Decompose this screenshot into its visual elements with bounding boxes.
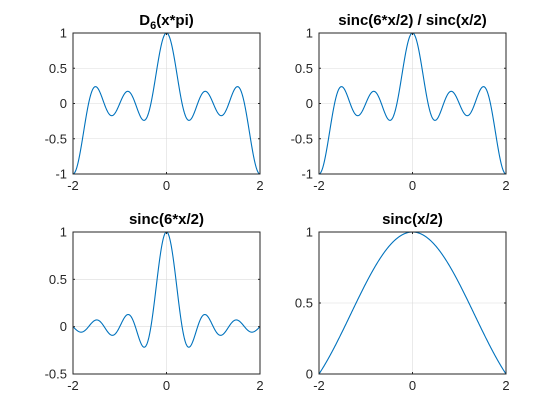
x-tick-label: -2 <box>67 378 79 393</box>
x-tick-label: -2 <box>313 178 325 193</box>
y-tick-label: -0.5 <box>291 131 313 146</box>
y-tick-label: -0.5 <box>45 367 67 382</box>
title-part: D <box>139 12 150 29</box>
y-tick-label: 1 <box>306 26 313 41</box>
x-tick-label: 0 <box>409 178 416 193</box>
x-tick-label: 2 <box>256 378 263 393</box>
y-tick-label: -0.5 <box>45 131 67 146</box>
chart-title: sinc(6*x/2) <box>129 211 204 228</box>
y-tick-label: 0 <box>306 367 313 382</box>
x-tick-label: -2 <box>67 178 79 193</box>
x-tick-label: 0 <box>163 378 170 393</box>
x-tick-label: -2 <box>313 378 325 393</box>
title-subscript: 6 <box>150 20 156 32</box>
chart-title: sinc(6*x/2) / sinc(x/2) <box>338 12 486 29</box>
subplot-3: -2 0 2 -0.5 0 0.5 1 sinc(6*x/2) <box>45 211 264 393</box>
subplot-1: -2 0 2 -1 -0.5 0 0.5 1 D6(x*pi) <box>45 12 264 193</box>
y-tick-label: 0 <box>60 96 67 111</box>
y-tick-label: -1 <box>55 167 67 182</box>
title-part: sinc(x/2) <box>382 211 443 228</box>
x-tick-label: 0 <box>409 378 416 393</box>
x-tick-label: 2 <box>502 378 509 393</box>
title-part: sinc(6*x/2) / sinc(x/2) <box>338 12 486 29</box>
y-tick-label: 1 <box>60 26 67 41</box>
y-tick-label: 1 <box>306 225 313 240</box>
y-tick-label: 0 <box>306 96 313 111</box>
y-tick-label: 0 <box>60 319 67 334</box>
y-tick-label: -1 <box>301 167 313 182</box>
y-tick-label: 0.5 <box>295 61 313 76</box>
chart-title: sinc(x/2) <box>382 211 443 228</box>
x-tick-label: 2 <box>256 178 263 193</box>
subplot-2: -2 0 2 -1 -0.5 0 0.5 1 sinc(6*x/2) / sinc(x/2) <box>291 12 510 193</box>
title-part: sinc(6*x/2) <box>129 211 204 228</box>
y-tick-label: 1 <box>60 225 67 240</box>
y-tick-label: 0.5 <box>49 61 67 76</box>
x-tick-label: 0 <box>163 178 170 193</box>
x-tick-label: 2 <box>502 178 509 193</box>
y-tick-label: 0.5 <box>49 272 67 287</box>
y-tick-label: 0.5 <box>295 296 313 311</box>
chart-title: D6(x*pi) <box>139 12 193 32</box>
title-part: (x*pi) <box>156 12 194 29</box>
